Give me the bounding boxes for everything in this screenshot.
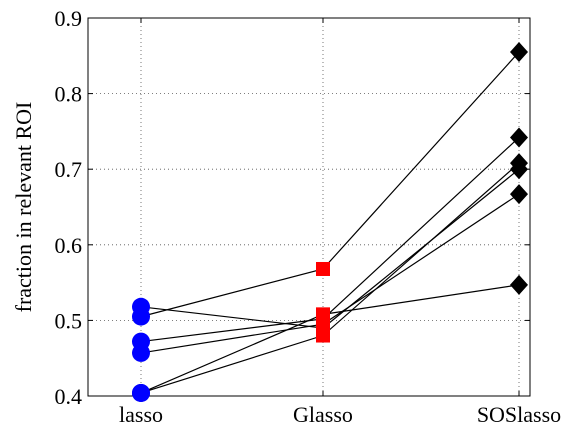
glasso-point [316,328,330,343]
subject-line [140,162,520,394]
y-tick-label: 0.7 [55,157,83,182]
lasso-point [132,307,150,326]
grid [88,18,530,396]
lasso-point [132,383,150,402]
lasso-point [132,343,150,362]
y-tick-label: 0.6 [55,233,83,258]
subject-line [140,168,520,329]
soslasso-point [510,153,528,174]
y-axis-label: fraction in relevant ROI [11,102,36,313]
y-tick-label: 0.8 [55,82,83,107]
x-tick-label: SOSlasso [477,402,561,427]
x-tick-label: lasso [119,402,163,427]
x-tick-labels: lasso Glasso SOSlasso [119,402,561,427]
plot-area-frame [87,17,531,397]
data-markers [132,42,528,402]
soslasso-point [510,184,528,205]
subject-line [140,51,520,318]
y-tick-labels: 0.4 0.5 0.6 0.7 0.8 0.9 [55,6,83,409]
y-tick-label: 0.5 [55,308,83,333]
y-tick-label: 0.9 [55,6,83,31]
soslasso-point [510,127,528,148]
glasso-point [316,307,330,322]
axis-ticks [88,17,530,397]
glasso-point [316,261,330,276]
y-tick-label: 0.4 [55,384,83,409]
soslasso-point [510,274,528,295]
x-tick-label: Glasso [293,402,353,427]
soslasso-point [510,42,528,63]
